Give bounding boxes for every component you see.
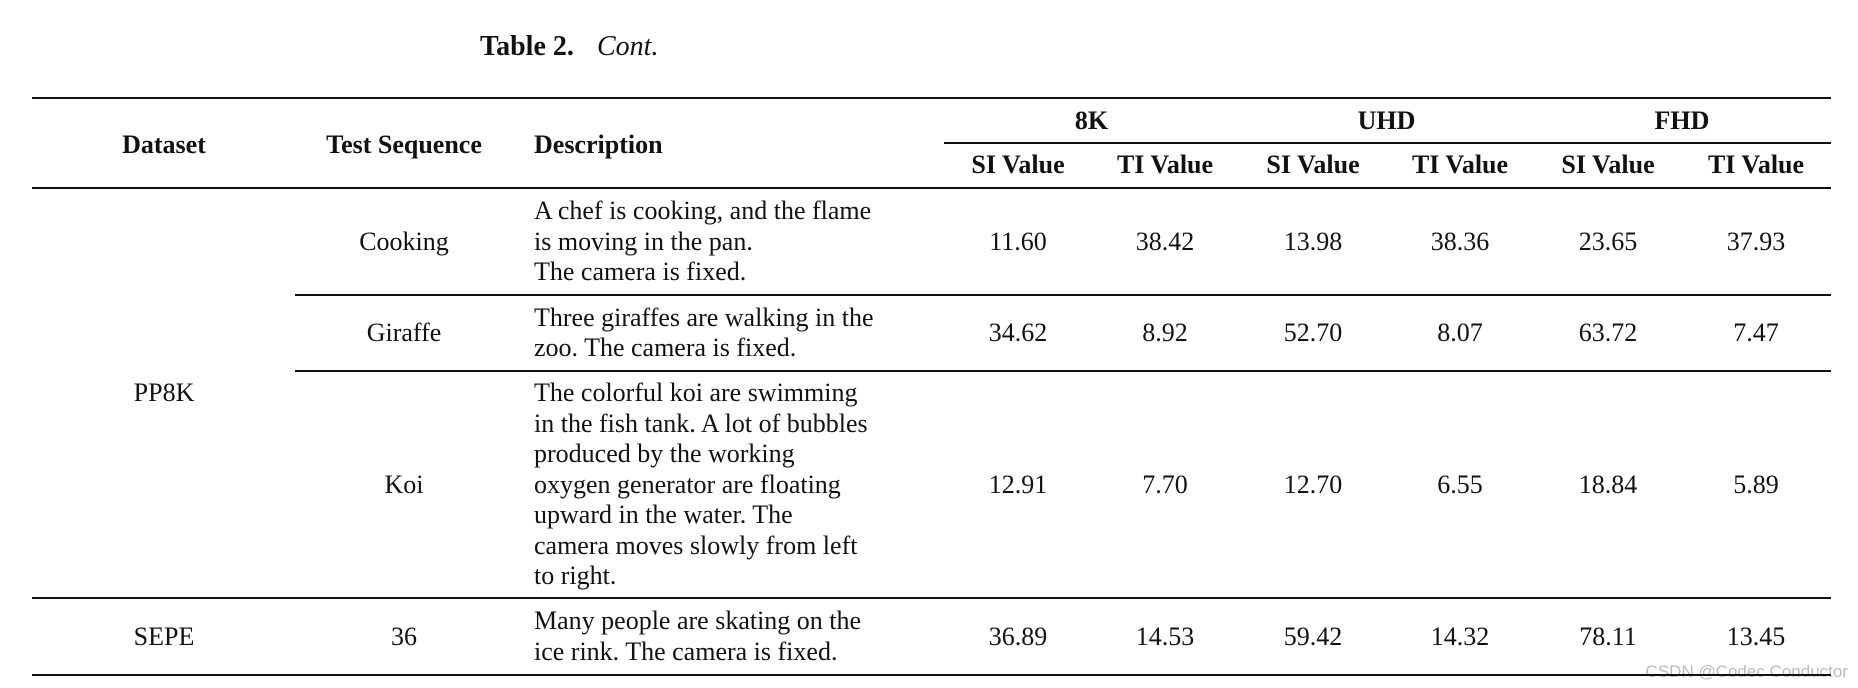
value-cell: 12.91 bbox=[988, 469, 1048, 499]
rule bbox=[295, 370, 1831, 372]
value-cell: 6.55 bbox=[1437, 469, 1483, 499]
group-header: FHD bbox=[1654, 106, 1710, 135]
subheader: TI Value bbox=[1116, 150, 1214, 179]
rule bbox=[32, 187, 1831, 189]
value-cell: 52.70 bbox=[1283, 318, 1343, 347]
value-cell: 59.42 bbox=[1283, 621, 1343, 651]
subheader: SI Value bbox=[1266, 150, 1360, 179]
caption-text: Cont. bbox=[597, 31, 659, 62]
rule bbox=[32, 597, 1831, 599]
value-cell: 38.36 bbox=[1430, 226, 1490, 256]
rule bbox=[944, 142, 1831, 144]
sequence-cell: 36 bbox=[391, 621, 417, 651]
rule bbox=[295, 294, 1831, 296]
value-cell: 34.62 bbox=[988, 318, 1048, 347]
description-line: to right. bbox=[534, 561, 617, 590]
header: Dataset bbox=[122, 130, 206, 159]
header: Test Sequence bbox=[326, 130, 482, 159]
value-cell: 63.72 bbox=[1578, 318, 1638, 347]
sequence-cell: Giraffe bbox=[366, 318, 442, 347]
watermark: CSDN @Codec Conductor bbox=[1645, 662, 1848, 681]
description-line: zoo. The camera is fixed. bbox=[534, 333, 797, 363]
dataset-cell: SEPE bbox=[133, 621, 195, 651]
description-line: Many people are skating on the bbox=[534, 606, 862, 636]
rule bbox=[32, 96, 1831, 100]
value-cell: 5.89 bbox=[1733, 469, 1779, 499]
value-cell: 18.84 bbox=[1578, 469, 1638, 499]
value-cell: 14.32 bbox=[1430, 621, 1490, 651]
description-line: The colorful koi are swimming bbox=[534, 378, 858, 407]
value-cell: 36.89 bbox=[988, 621, 1048, 651]
dataset-cell: PP8K bbox=[133, 378, 195, 407]
description-line: ice rink. The camera is fixed. bbox=[534, 636, 838, 666]
rule bbox=[32, 673, 1831, 677]
value-cell: 12.70 bbox=[1283, 469, 1343, 499]
value-cell: 37.93 bbox=[1726, 226, 1786, 256]
description-line: produced by the working bbox=[534, 439, 795, 468]
description-line: in the fish tank. A lot of bubbles bbox=[534, 408, 868, 438]
value-cell: 13.98 bbox=[1283, 226, 1343, 256]
subheader: SI Value bbox=[971, 150, 1065, 179]
subheader: TI Value bbox=[1707, 150, 1805, 179]
description-line: Three giraffes are walking in the bbox=[534, 302, 874, 332]
description-line: The camera is fixed. bbox=[534, 257, 747, 286]
sequence-cell: Koi bbox=[384, 469, 424, 499]
value-cell: 7.47 bbox=[1733, 318, 1779, 347]
header: Description bbox=[534, 130, 663, 159]
value-cell: 8.92 bbox=[1142, 318, 1188, 347]
value-cell: 23.65 bbox=[1578, 226, 1638, 256]
value-cell: 13.45 bbox=[1726, 621, 1786, 651]
value-cell: 14.53 bbox=[1135, 621, 1195, 651]
subheader: TI Value bbox=[1411, 150, 1509, 179]
group-header: UHD bbox=[1357, 106, 1416, 135]
caption-label: Table 2. bbox=[480, 31, 574, 62]
value-cell: 8.07 bbox=[1437, 318, 1483, 347]
value-cell: 11.60 bbox=[989, 226, 1047, 256]
group-header: 8K bbox=[1074, 106, 1109, 135]
description-line: A chef is cooking, and the flame bbox=[534, 196, 872, 225]
description-line: is moving in the pan. bbox=[534, 226, 753, 256]
description-line: oxygen generator are floating bbox=[534, 469, 841, 499]
value-cell: 7.70 bbox=[1142, 469, 1188, 499]
sequence-cell: Cooking bbox=[359, 226, 449, 256]
value-cell: 38.42 bbox=[1135, 226, 1195, 256]
description-line: upward in the water. The bbox=[534, 500, 793, 529]
value-cell: 78.11 bbox=[1579, 621, 1637, 651]
subheader: SI Value bbox=[1561, 150, 1655, 179]
description-line: camera moves slowly from left bbox=[534, 530, 858, 560]
